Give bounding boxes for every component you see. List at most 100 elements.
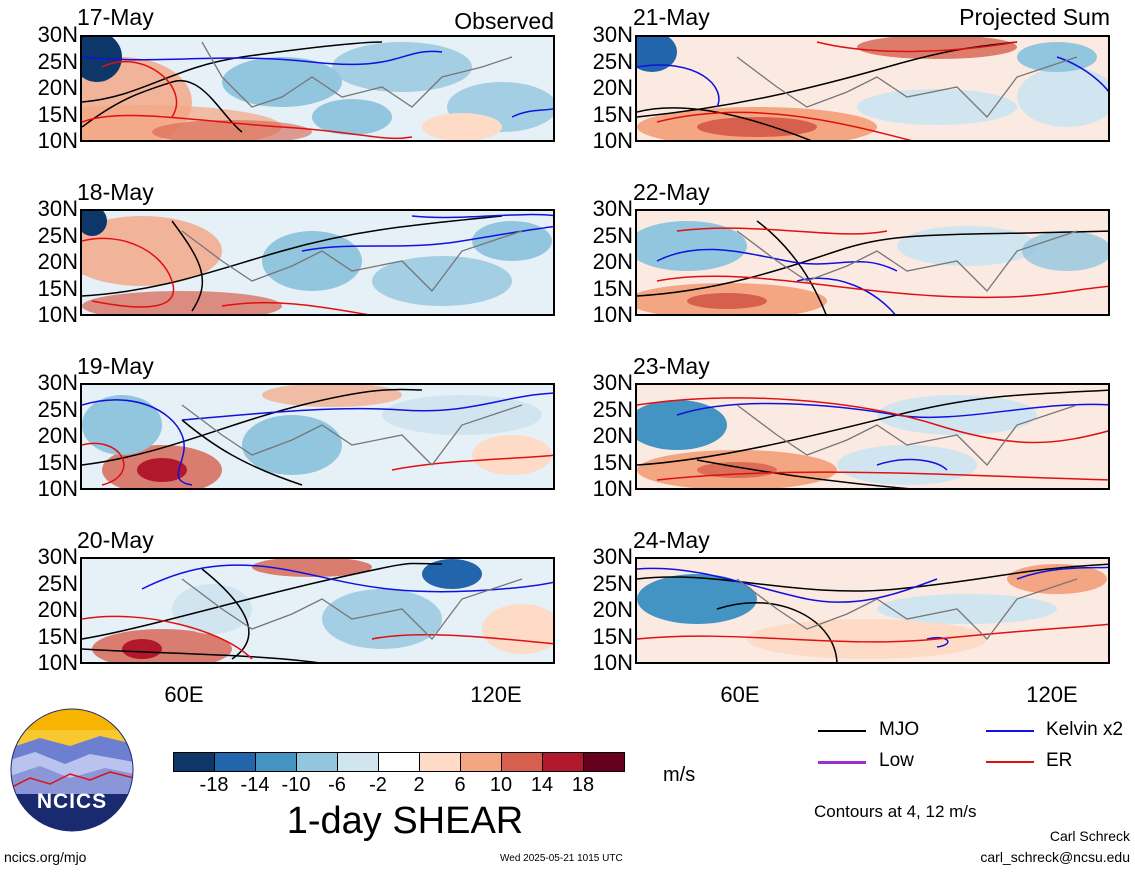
shear-map-panel-24-may (635, 557, 1110, 664)
colorbar-tick-label: 14 (530, 774, 554, 796)
panel-date-22-may: 22-May (633, 179, 710, 205)
colorbar-swatch (337, 752, 379, 772)
legend-label-mjo: MJO (879, 719, 920, 740)
lat-label-25n: 25N (37, 222, 78, 248)
panel-date-24-may: 24-May (633, 527, 710, 553)
lat-label-10n: 10N (592, 650, 633, 675)
shear-map-panel-18-may (80, 209, 555, 316)
colorbar-tick-label: -14 (240, 774, 270, 796)
colorbar-swatch (460, 752, 502, 772)
lat-label-15n: 15N (592, 101, 633, 127)
panel-date-20-may: 20-May (77, 527, 154, 553)
colorbar-swatch (501, 752, 543, 772)
observed-label: Observed (454, 8, 554, 34)
lat-label-30n: 30N (592, 196, 633, 221)
legend-line-mjo (818, 730, 866, 732)
ncics-logo: NCICS (10, 708, 134, 832)
lat-label-25n: 25N (592, 570, 633, 596)
lat-label-25n: 25N (37, 48, 78, 74)
shear-map-panel-21-may (635, 35, 1110, 142)
colorbar-units: m/s (663, 764, 696, 786)
lat-label-30n: 30N (592, 544, 633, 569)
lat-label-30n: 30N (592, 22, 633, 47)
colorbar-tick-label: -10 (281, 774, 311, 796)
colorbar-tick-label: 18 (571, 774, 595, 796)
lat-label-15n: 15N (37, 101, 78, 127)
projected-sum-label: Projected Sum (959, 4, 1110, 30)
lat-label-20n: 20N (592, 423, 633, 448)
panel-date-21-may: 21-May (633, 4, 710, 30)
lat-label-10n: 10N (592, 476, 633, 501)
lat-label-30n: 30N (592, 370, 633, 395)
lon-label-60e-right: 60E (720, 682, 760, 707)
lat-label-10n: 10N (592, 302, 633, 327)
legend-label-er: ER (1046, 750, 1073, 771)
colorbar-swatch (173, 752, 215, 772)
lat-label-30n: 30N (37, 370, 78, 395)
lat-label-20n: 20N (37, 249, 78, 274)
shear-map-panel-23-may (635, 383, 1110, 490)
panel-date-23-may: 23-May (633, 353, 710, 379)
colorbar-swatch (419, 752, 461, 772)
logo-text: NCICS (36, 790, 108, 813)
lat-label-25n: 25N (37, 396, 78, 422)
lat-label-30n: 30N (37, 196, 78, 221)
shear-map-panel-20-may (80, 557, 555, 664)
lon-label-120e: 120E (470, 682, 522, 707)
shear-map-panel-17-may (80, 35, 555, 142)
footer-url[interactable]: ncics.org/mjo (4, 849, 87, 865)
lat-label-25n: 25N (37, 570, 78, 596)
panel-date-17-may: 17-May (77, 4, 154, 30)
legend-label-low: Low (879, 750, 914, 771)
colorbar-tick-label: 10 (489, 774, 513, 796)
lon-label-60e: 60E (164, 682, 204, 707)
lat-label-10n: 10N (592, 128, 633, 153)
lat-label-30n: 30N (37, 22, 78, 47)
lon-label-120e-right: 120E (1026, 682, 1078, 707)
colorbar-tick-label: -6 (328, 774, 346, 796)
legend-line-er (986, 761, 1034, 763)
lat-label-25n: 25N (592, 396, 633, 422)
lat-label-20n: 20N (37, 597, 78, 622)
legend-label-kelvin: Kelvin x2 (1046, 719, 1124, 740)
footer-author: Carl Schreck (1049, 828, 1130, 844)
lat-label-20n: 20N (37, 75, 78, 100)
legend-line-low (818, 761, 866, 764)
lat-label-10n: 10N (37, 650, 78, 675)
lat-label-15n: 15N (37, 449, 78, 475)
colorbar-tick-label: 2 (413, 774, 425, 796)
lat-label-15n: 15N (37, 275, 78, 301)
lat-label-25n: 25N (592, 222, 633, 248)
lat-label-10n: 10N (37, 128, 78, 153)
colorbar-swatch (583, 752, 625, 772)
lat-label-20n: 20N (592, 249, 633, 274)
colorbar-swatch (255, 752, 297, 772)
colorbar-swatch (214, 752, 256, 772)
lat-label-15n: 15N (37, 623, 78, 649)
colorbar-swatch (296, 752, 338, 772)
lat-label-30n: 30N (37, 544, 78, 569)
colorbar-title: 1-day SHEAR (286, 800, 524, 842)
colorbar-swatch (378, 752, 420, 772)
lat-label-20n: 20N (592, 597, 633, 622)
colorbar-tick-label: 6 (454, 774, 466, 796)
legend-line-kelvin (986, 730, 1034, 732)
lat-label-20n: 20N (592, 75, 633, 100)
lat-label-15n: 15N (592, 275, 633, 301)
panel-date-19-may: 19-May (77, 353, 154, 379)
lat-label-15n: 15N (592, 449, 633, 475)
colorbar-tick-label: -18 (199, 774, 229, 796)
lat-label-20n: 20N (37, 423, 78, 448)
lat-label-10n: 10N (37, 476, 78, 501)
lat-label-10n: 10N (37, 302, 78, 327)
lat-label-25n: 25N (592, 48, 633, 74)
footer-email[interactable]: carl_schreck@ncsu.edu (980, 849, 1130, 865)
colorbar-tick-label: -2 (369, 774, 387, 796)
shear-map-panel-19-may (80, 383, 555, 490)
footer-timestamp: Wed 2025-05-21 1015 UTC (500, 853, 623, 864)
colorbar-swatch (542, 752, 584, 772)
shear-map-panel-22-may (635, 209, 1110, 316)
lat-label-15n: 15N (592, 623, 633, 649)
panel-date-18-may: 18-May (77, 179, 154, 205)
contours-note: Contours at 4, 12 m/s (814, 802, 977, 821)
